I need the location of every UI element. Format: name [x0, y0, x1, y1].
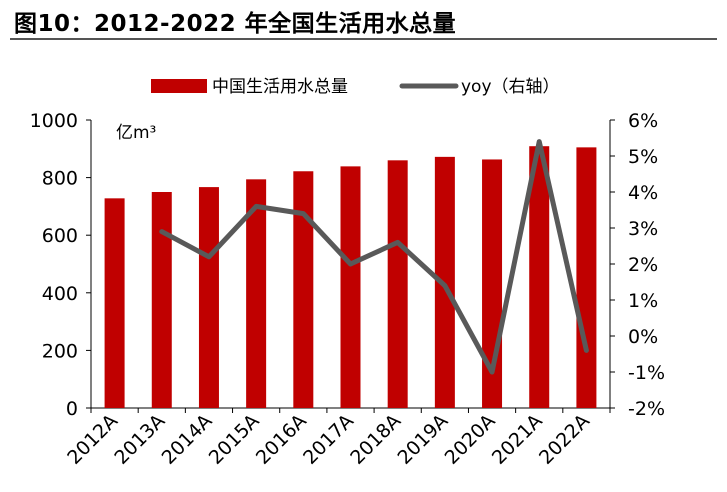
x-tick-label: 2018A — [346, 410, 405, 469]
bar-2012A — [104, 198, 125, 408]
bar-series — [104, 146, 597, 409]
x-tick-label: 2019A — [393, 410, 452, 469]
legend-label-line: yoy（右轴） — [461, 77, 560, 97]
x-tick-label: 2013A — [110, 410, 169, 469]
right-tick-label: -1% — [628, 362, 665, 384]
right-tick-label: 0% — [628, 326, 658, 348]
left-tick-label: 200 — [42, 340, 78, 362]
left-tick-label: 1000 — [30, 110, 78, 132]
left-tick-label: 600 — [42, 225, 78, 247]
x-tick-label: 2021A — [488, 410, 547, 469]
right-tick-label: 6% — [628, 110, 658, 132]
right-tick-label: 4% — [628, 182, 658, 204]
bar-2018A — [387, 160, 408, 408]
right-tick-label: -2% — [628, 398, 665, 420]
right-tick-label: 2% — [628, 254, 658, 276]
left-tick-label: 400 — [42, 283, 78, 305]
left-tick-label: 800 — [42, 168, 78, 190]
x-tick-label: 2016A — [252, 410, 311, 469]
bar-2017A — [340, 166, 361, 408]
legend-swatch-bar — [151, 79, 207, 93]
x-tick-label: 2022A — [535, 410, 594, 469]
x-tick-label: 2015A — [205, 410, 264, 469]
title-divider — [10, 38, 717, 40]
bar-2016A — [293, 171, 314, 408]
bar-2015A — [246, 179, 267, 408]
figure-title: 图10：2012-2022 年全国生活用水总量 — [14, 11, 457, 37]
legend-label-bar: 中国生活用水总量 — [212, 77, 348, 97]
right-tick-label: 5% — [628, 146, 658, 168]
left-axis-unit-label: 亿m³ — [116, 123, 156, 143]
bar-2021A — [529, 146, 550, 408]
yoy-line-series — [159, 139, 589, 375]
bar-2022A — [576, 147, 597, 409]
left-tick-label: 0 — [66, 398, 78, 420]
x-tick-label: 2014A — [158, 410, 217, 469]
bar-2013A — [151, 192, 172, 408]
chart-legend: 中国生活用水总量 yoy（右轴） — [151, 77, 560, 97]
x-tick-label: 2020A — [441, 410, 500, 469]
x-tick-label: 2017A — [299, 410, 358, 469]
right-tick-label: 3% — [628, 218, 658, 240]
yoy-line — [159, 139, 589, 375]
bar-2014A — [198, 187, 219, 408]
right-tick-label: 1% — [628, 290, 658, 312]
